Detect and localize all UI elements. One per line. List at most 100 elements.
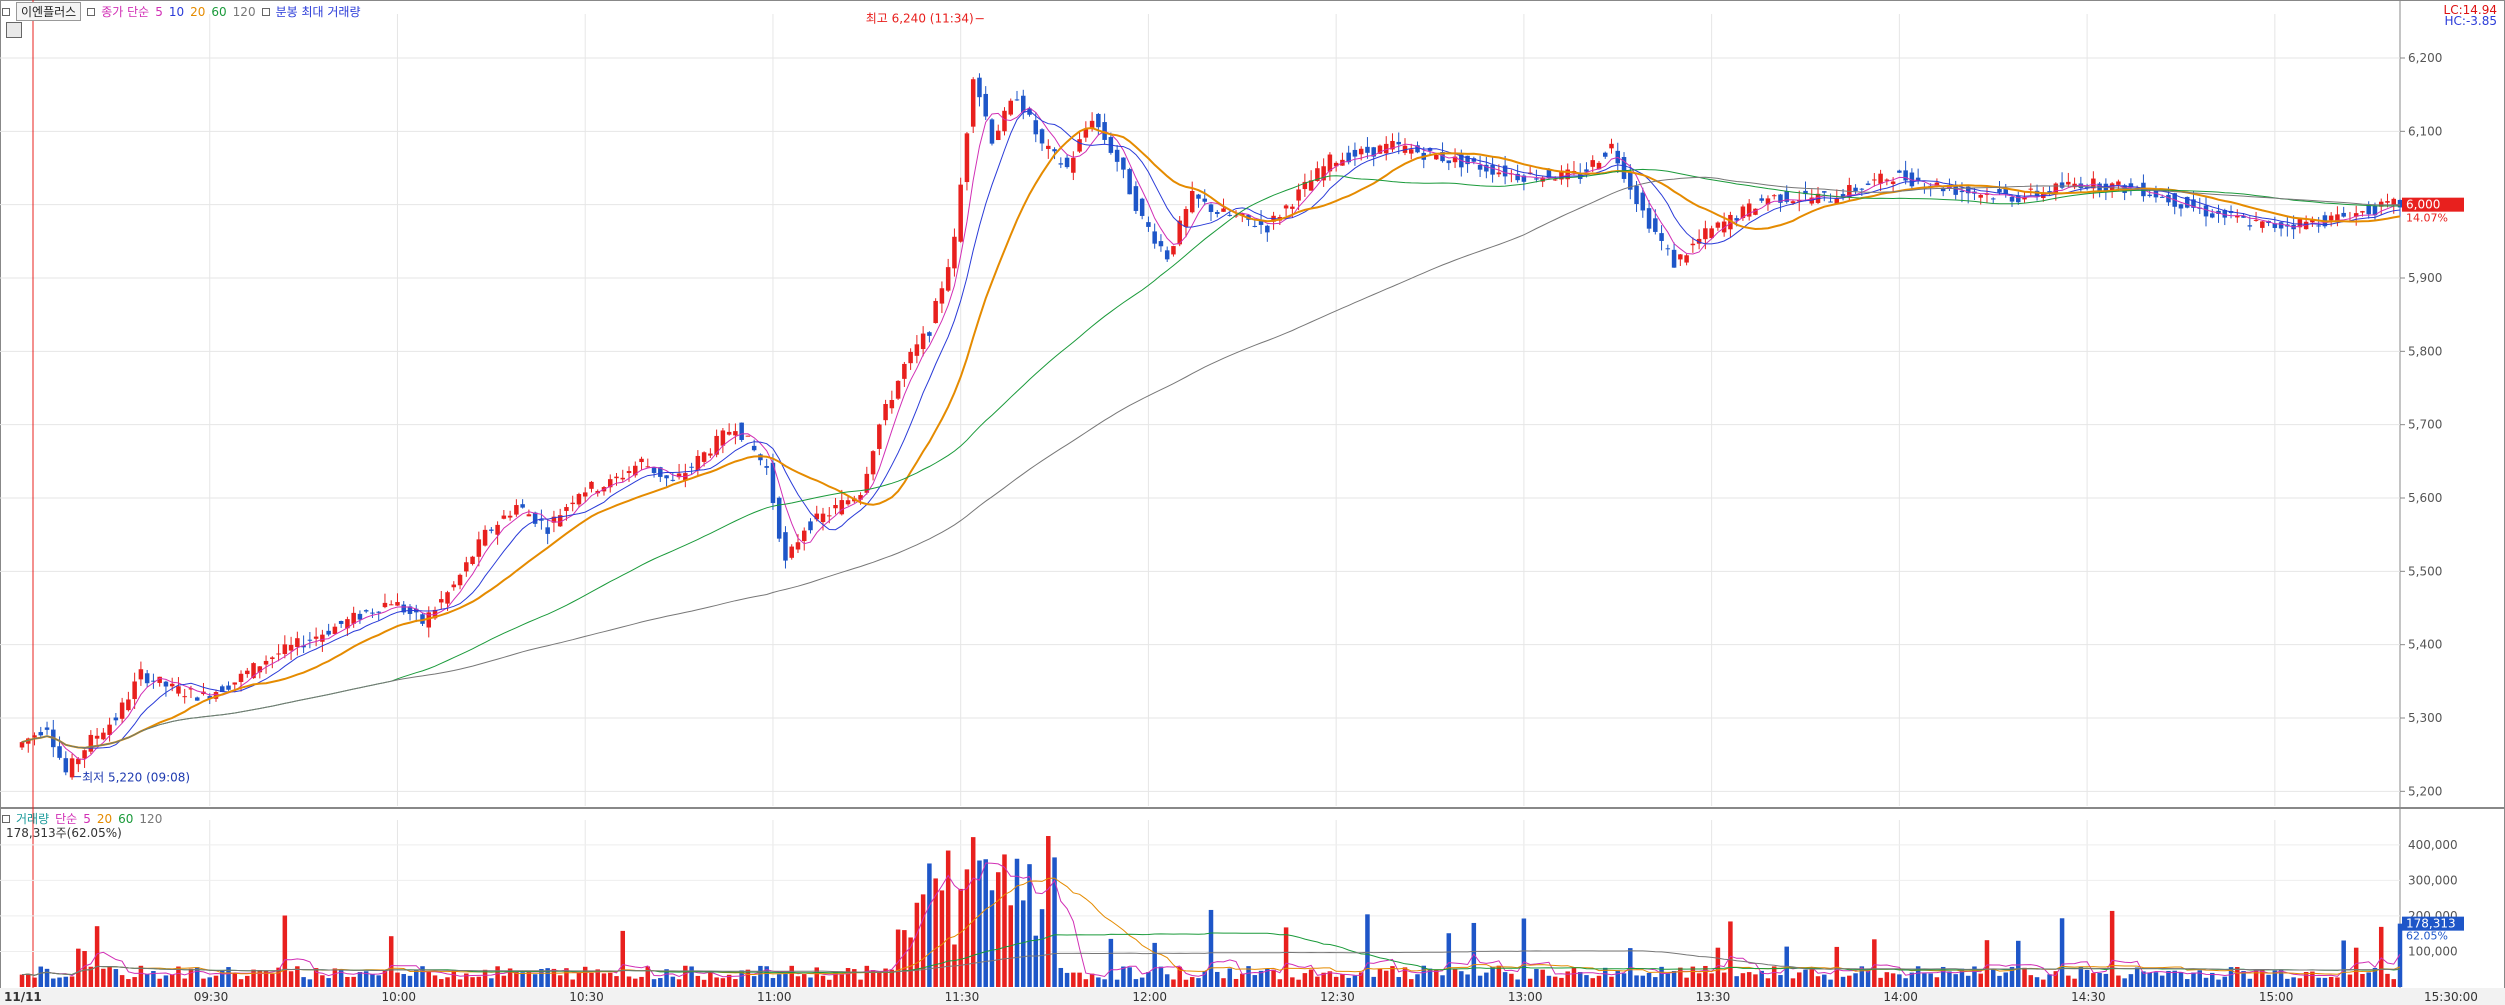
volume-bar <box>545 968 550 987</box>
candle-body <box>1746 203 1752 217</box>
candle-body <box>1290 206 1295 209</box>
volume-bar <box>1371 976 1376 987</box>
candle-body <box>545 527 550 534</box>
volume-bar <box>51 978 56 987</box>
volume-bar <box>2385 973 2390 987</box>
candle-body <box>1415 145 1420 153</box>
volume-bar <box>1121 966 1126 987</box>
candle-body <box>1146 222 1151 227</box>
candle-body <box>1703 228 1708 240</box>
legend-square-icon[interactable] <box>261 7 270 16</box>
volume-bar <box>726 974 732 987</box>
volume-bar <box>445 977 450 987</box>
candle-body <box>395 602 400 606</box>
candle-body <box>451 584 457 588</box>
candle-body <box>1803 190 1808 195</box>
legend-square-icon[interactable] <box>87 7 96 16</box>
volume-bar <box>758 965 763 987</box>
candle-body <box>1064 157 1070 168</box>
candle-body <box>2297 219 2303 228</box>
volume-bar <box>1014 858 1020 987</box>
volume-bar <box>501 975 507 987</box>
price-legend: 이엔플러스 종가 단순 5 10 20 60 120 분봉 최대 거래량 <box>2 2 361 21</box>
volume-bar <box>1903 978 1908 987</box>
candle-body <box>1027 108 1032 115</box>
volume-bar <box>1640 975 1646 987</box>
candle-body <box>470 556 475 565</box>
candle-body <box>1308 180 1314 191</box>
candle-body <box>1997 189 2002 193</box>
ma-20-line <box>21 126 2401 749</box>
candle-body <box>1834 198 1840 204</box>
volume-bar <box>1847 975 1852 987</box>
candle-body <box>1477 164 1483 170</box>
candle-body <box>827 515 832 517</box>
volume-bar <box>1290 977 1295 987</box>
volume-bar <box>1171 979 1176 987</box>
volume-bar <box>839 974 845 987</box>
volume-bar <box>708 972 713 987</box>
candle-body <box>94 735 100 739</box>
candle-body <box>676 473 682 478</box>
volume-bar <box>1440 975 1445 987</box>
volume-bar <box>288 971 294 987</box>
volume-bar <box>82 951 87 987</box>
volume-bar <box>1596 975 1602 987</box>
high-annotation: 최고 6,240 (11:34) <box>866 12 974 26</box>
candle-body <box>1759 198 1764 201</box>
volume-bar <box>2328 976 2334 987</box>
stock-name[interactable]: 이엔플러스 <box>16 2 82 21</box>
candle-body <box>1628 171 1633 190</box>
volume-bar <box>2353 947 2359 987</box>
volume-bar <box>194 967 200 987</box>
candle-body <box>2178 204 2184 209</box>
current-price-label: 6,000 <box>2406 198 2440 212</box>
volume-bar <box>188 968 194 987</box>
candle-body <box>213 692 219 699</box>
candle-body <box>1865 183 1871 185</box>
candle-body <box>633 465 638 476</box>
volume-bar <box>219 970 225 987</box>
volume-bar <box>1083 979 1089 987</box>
candle-body <box>445 592 450 604</box>
volume-bar <box>1252 975 1258 987</box>
candle-body <box>2203 205 2209 217</box>
volume-bar <box>2172 970 2177 987</box>
candle-body <box>2091 178 2096 189</box>
candle-body <box>1953 184 1958 195</box>
candle-body <box>2159 196 2165 198</box>
volume-bar <box>914 902 920 987</box>
volume-bar <box>2078 966 2084 987</box>
candle-body <box>1978 194 1983 198</box>
volume-bar <box>2022 967 2027 987</box>
candle-body <box>2316 225 2321 227</box>
candle-body <box>1665 248 1671 250</box>
volume-bar <box>69 976 75 987</box>
volume-bar <box>1984 940 1990 987</box>
volume-bar <box>1878 977 1883 987</box>
volume-bar <box>1671 970 1677 987</box>
legend-square-icon[interactable] <box>2 814 10 823</box>
volume-bar <box>701 979 707 987</box>
volume-bar <box>626 976 632 987</box>
volume-bar <box>1809 969 1815 987</box>
volume-bar <box>232 973 238 987</box>
legend-square-icon[interactable] <box>2 7 10 16</box>
time-tick-label: 15:00 <box>2259 990 2294 1004</box>
candle-body <box>639 458 644 463</box>
volume-bar <box>745 969 751 987</box>
candle-body <box>2360 211 2365 213</box>
candle-body <box>270 657 275 659</box>
candle-body <box>1884 179 1890 181</box>
volume-bar <box>695 975 701 987</box>
volume-bar <box>345 976 350 987</box>
low-annotation: 최저 5,220 (09:08) <box>82 771 190 785</box>
volume-bar <box>920 894 926 987</box>
volume-bar <box>357 972 363 987</box>
candle-body <box>1039 129 1045 144</box>
grid-toggle-icon[interactable] <box>6 22 22 38</box>
volume-bar <box>2041 979 2046 987</box>
time-tick-label: 10:00 <box>381 990 416 1004</box>
candle-body <box>263 660 269 665</box>
